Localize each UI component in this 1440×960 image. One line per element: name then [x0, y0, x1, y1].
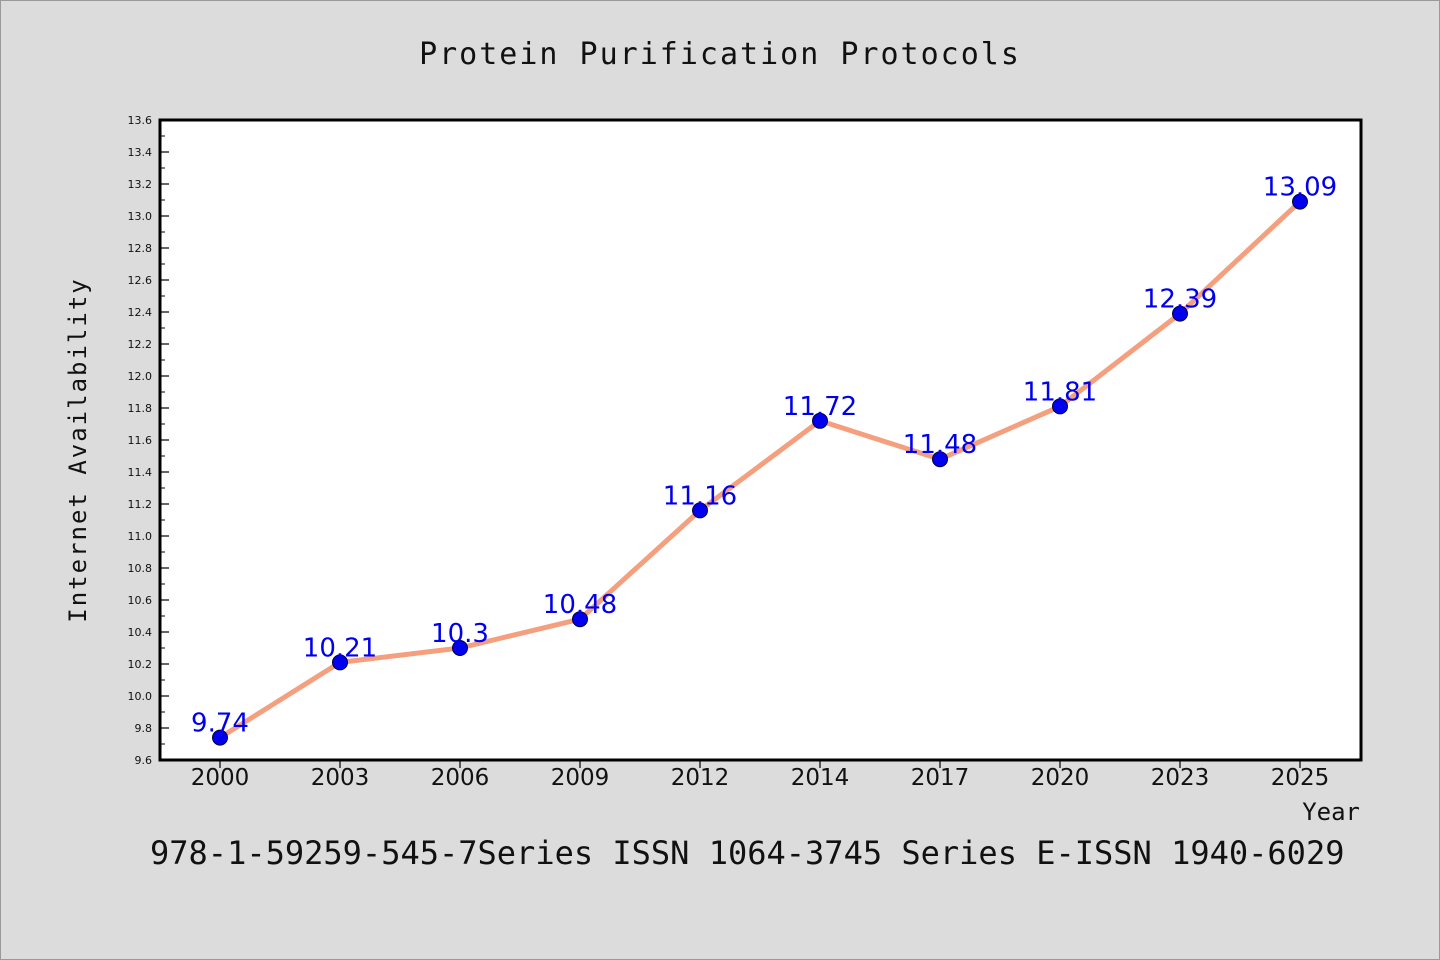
data-labels: 9.74 10.21 10.3 10.48 11.16 11.72 11.48 11.81 12… [191, 173, 1337, 739]
x-axis-label: Year [1302, 798, 1360, 826]
data-point [1052, 398, 1068, 415]
y-tick-label: 10.8 [128, 562, 153, 575]
data-label: 10.21 [303, 633, 377, 663]
x-tick-label: 2006 [431, 765, 490, 791]
y-tick-label: 11.8 [128, 402, 153, 415]
y-tick-label: 13.2 [128, 178, 153, 191]
x-axis-ticks: 2000 2003 2006 2009 2012 2014 2017 2020 2023 2025 [191, 760, 1330, 791]
x-tick-label: 2012 [671, 765, 730, 791]
y-tick-label: 12.0 [128, 370, 153, 383]
y-tick-label: 11.6 [128, 434, 153, 447]
data-point [692, 502, 708, 519]
data-label: 11.81 [1023, 377, 1097, 407]
y-tick-label: 12.4 [128, 306, 153, 319]
data-label: 10.48 [543, 590, 617, 620]
series-markers [212, 193, 1308, 746]
data-point [812, 412, 828, 429]
y-tick-label: 10.2 [128, 658, 153, 671]
data-label: 12.39 [1143, 285, 1217, 315]
y-axis-label: Internet Availability [64, 277, 92, 622]
data-point [572, 611, 588, 628]
data-label: 13.09 [1263, 173, 1337, 203]
data-point [452, 640, 468, 656]
y-tick-label: 11.2 [128, 498, 153, 511]
y-tick-label: 13.4 [128, 146, 153, 159]
series-line [217, 199, 1303, 741]
x-tick-label: 2020 [1031, 765, 1090, 791]
data-point [212, 729, 228, 746]
data-point [1172, 305, 1188, 322]
plot-area [158, 118, 1363, 762]
y-axis-ticks: 9.6 9.8 10.0 10.2 10.4 10.6 10.8 11.0 11.2 11.4 11… [128, 114, 169, 767]
y-tick-label: 10.6 [128, 594, 153, 607]
data-label: 11.16 [663, 481, 737, 511]
data-point [1292, 193, 1308, 210]
y-tick-label: 10.4 [128, 626, 153, 639]
data-label: 11.72 [783, 392, 857, 422]
data-point [932, 451, 948, 468]
isbn-issn-footer: 978-1-59259-545-7Series ISSN 1064-3745 S… [150, 834, 1344, 872]
x-tick-label: 2023 [1151, 765, 1210, 791]
y-tick-label: 12.8 [128, 242, 153, 255]
x-tick-label: 2009 [551, 765, 610, 791]
x-tick-label: 2025 [1271, 765, 1330, 791]
x-tick-label: 2014 [791, 765, 850, 791]
y-tick-label: 12.6 [128, 274, 153, 287]
y-tick-label: 12.2 [128, 338, 153, 351]
y-tick-label: 11.0 [128, 530, 153, 543]
y-tick-label: 13.6 [128, 114, 153, 127]
y-tick-label: 10.0 [128, 690, 153, 703]
y-tick-label: 11.4 [128, 466, 153, 479]
data-point [332, 654, 348, 671]
data-label: 9.74 [191, 709, 249, 739]
y-tick-label: 9.8 [135, 722, 153, 735]
data-label: 10.3 [431, 619, 489, 649]
chart-title: Protein Purification Protocols [419, 37, 1021, 72]
x-tick-label: 2017 [911, 765, 970, 791]
y-tick-label: 13.0 [128, 210, 153, 223]
y-tick-label: 9.6 [135, 754, 153, 767]
x-tick-label: 2003 [311, 765, 370, 791]
x-tick-label: 2000 [191, 765, 250, 791]
data-label: 11.48 [903, 430, 977, 460]
